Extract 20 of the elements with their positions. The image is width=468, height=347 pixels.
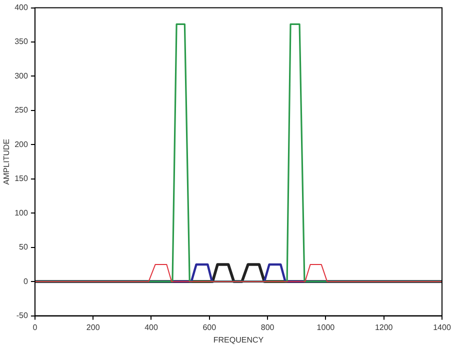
x-tick-label: 1000 xyxy=(316,322,336,332)
y-tick-label: 300 xyxy=(14,71,28,80)
y-tick-label: 100 xyxy=(14,208,28,218)
y-tick-label: 350 xyxy=(14,37,28,46)
y-tick-label: 50 xyxy=(19,242,28,252)
y-axis-title: AMPLITUDE xyxy=(2,138,12,185)
x-axis-title: FREQUENCY xyxy=(213,335,264,344)
x-tick-label: 400 xyxy=(144,322,158,332)
y-tick-label: 200 xyxy=(14,140,28,149)
y-tick-label: 400 xyxy=(14,3,28,12)
x-tick-label: 800 xyxy=(260,322,275,332)
y-tick-label: -50 xyxy=(16,311,28,320)
y-tick-label: 150 xyxy=(14,174,28,184)
y-tick-label: 250 xyxy=(14,106,28,115)
x-tick-label: 1200 xyxy=(374,322,394,332)
x-tick-label: 1400 xyxy=(433,322,452,332)
y-tick-label: 0 xyxy=(23,276,28,286)
x-tick-label: 600 xyxy=(202,322,217,332)
x-tick-label: 0 xyxy=(32,322,38,332)
x-tick-label: 200 xyxy=(86,322,100,332)
